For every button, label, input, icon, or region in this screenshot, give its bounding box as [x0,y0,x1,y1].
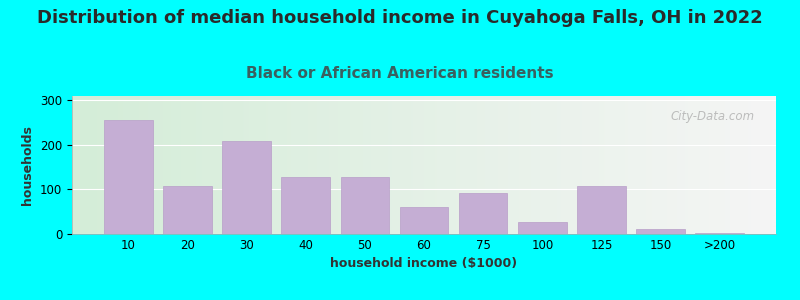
Text: Black or African American residents: Black or African American residents [246,66,554,81]
Bar [518,221,566,234]
X-axis label: household income ($1000): household income ($1000) [330,257,518,270]
Bar [636,229,685,234]
Bar [459,193,507,234]
Bar [104,121,153,234]
Bar [577,186,626,234]
Text: Distribution of median household income in Cuyahoga Falls, OH in 2022: Distribution of median household income … [37,9,763,27]
Y-axis label: households: households [22,125,34,205]
Bar [695,233,744,234]
Bar [163,186,212,234]
Bar [341,178,389,234]
Bar [400,207,448,234]
Text: City-Data.com: City-Data.com [670,110,755,123]
Bar [282,178,330,234]
Bar [222,140,271,234]
